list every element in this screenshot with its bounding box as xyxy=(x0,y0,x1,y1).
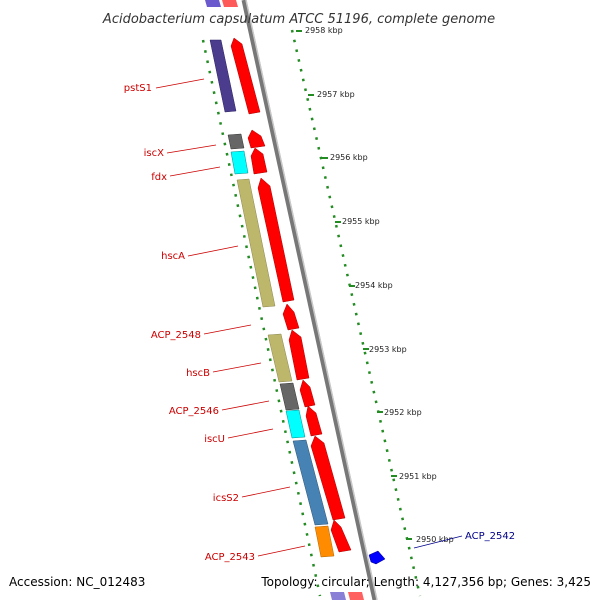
top-partial-features xyxy=(205,0,238,7)
tick-label: 2951 kbp xyxy=(399,472,437,481)
gene-block-fdx xyxy=(230,150,249,175)
inner-guide-line xyxy=(201,39,322,597)
feature-arrow-ACP_2542 xyxy=(368,550,386,565)
scale-line xyxy=(290,29,422,597)
gene-label: ACP_2543 xyxy=(205,552,255,563)
feature-arrow xyxy=(288,329,310,381)
gene-block-iscU xyxy=(285,409,306,439)
gene-label: ACP_2548 xyxy=(151,330,201,341)
bottom-partial-features xyxy=(330,592,364,600)
genome-backbone xyxy=(241,0,378,600)
map-title: Acidobacterium capsulatum ATCC 51196, co… xyxy=(102,12,495,27)
tick-label: 2955 kbp xyxy=(342,217,380,226)
feature-arrow xyxy=(310,435,346,521)
feature-arrow xyxy=(330,519,352,553)
gene-block-pstS1 xyxy=(209,39,237,113)
tick-label: 2958 kbp xyxy=(305,26,343,35)
topology-text: Topology: circular; Length: 4,127,356 bp… xyxy=(260,575,591,589)
gene-block-hscB xyxy=(267,333,293,383)
gene-block-icsS2 xyxy=(292,439,329,526)
gene-label: hscB xyxy=(186,368,210,379)
gene-block-ACP_2546 xyxy=(279,382,300,411)
gene-label: fdx xyxy=(151,172,167,183)
gene-label: pstS1 xyxy=(124,83,152,94)
feature-arrow xyxy=(247,129,266,149)
accession-text: Accession: NC_012483 xyxy=(9,575,145,589)
feature-arrow xyxy=(257,177,295,303)
gene-label: ACP_2546 xyxy=(169,406,219,417)
feature-arrow xyxy=(230,37,261,115)
tick-label: 2957 kbp xyxy=(317,90,355,99)
feature-arrow xyxy=(282,303,300,331)
gene-block-ACP_2543 xyxy=(314,525,335,558)
feature-arrow xyxy=(250,147,268,175)
gene-label: icsS2 xyxy=(213,493,239,504)
feature-arrow xyxy=(305,405,323,437)
scale-ticks: 2958 kbp 2957 kbp 2956 kbp 2955 kbp 2954… xyxy=(296,26,454,544)
feature-arrow xyxy=(299,379,316,408)
tick-label: 2950 kbp xyxy=(416,535,454,544)
gene-label: ACP_2542 xyxy=(465,531,515,542)
tick-label: 2954 kbp xyxy=(355,281,393,290)
label-connectors xyxy=(155,78,463,557)
gene-block-hscA xyxy=(236,178,276,308)
forward-strand-features xyxy=(230,37,352,553)
gene-labels: pstS1 iscX fdx hscA ACP_2548 hscB ACP_25… xyxy=(124,83,515,563)
gene-block-iscX xyxy=(227,133,245,150)
tick-label: 2956 kbp xyxy=(330,153,368,162)
tick-label: 2952 kbp xyxy=(384,408,422,417)
gene-blocks xyxy=(209,39,335,558)
gene-label: iscX xyxy=(144,148,164,159)
gene-label: hscA xyxy=(161,251,185,262)
gene-label: iscU xyxy=(204,434,225,445)
tick-label: 2953 kbp xyxy=(369,345,407,354)
